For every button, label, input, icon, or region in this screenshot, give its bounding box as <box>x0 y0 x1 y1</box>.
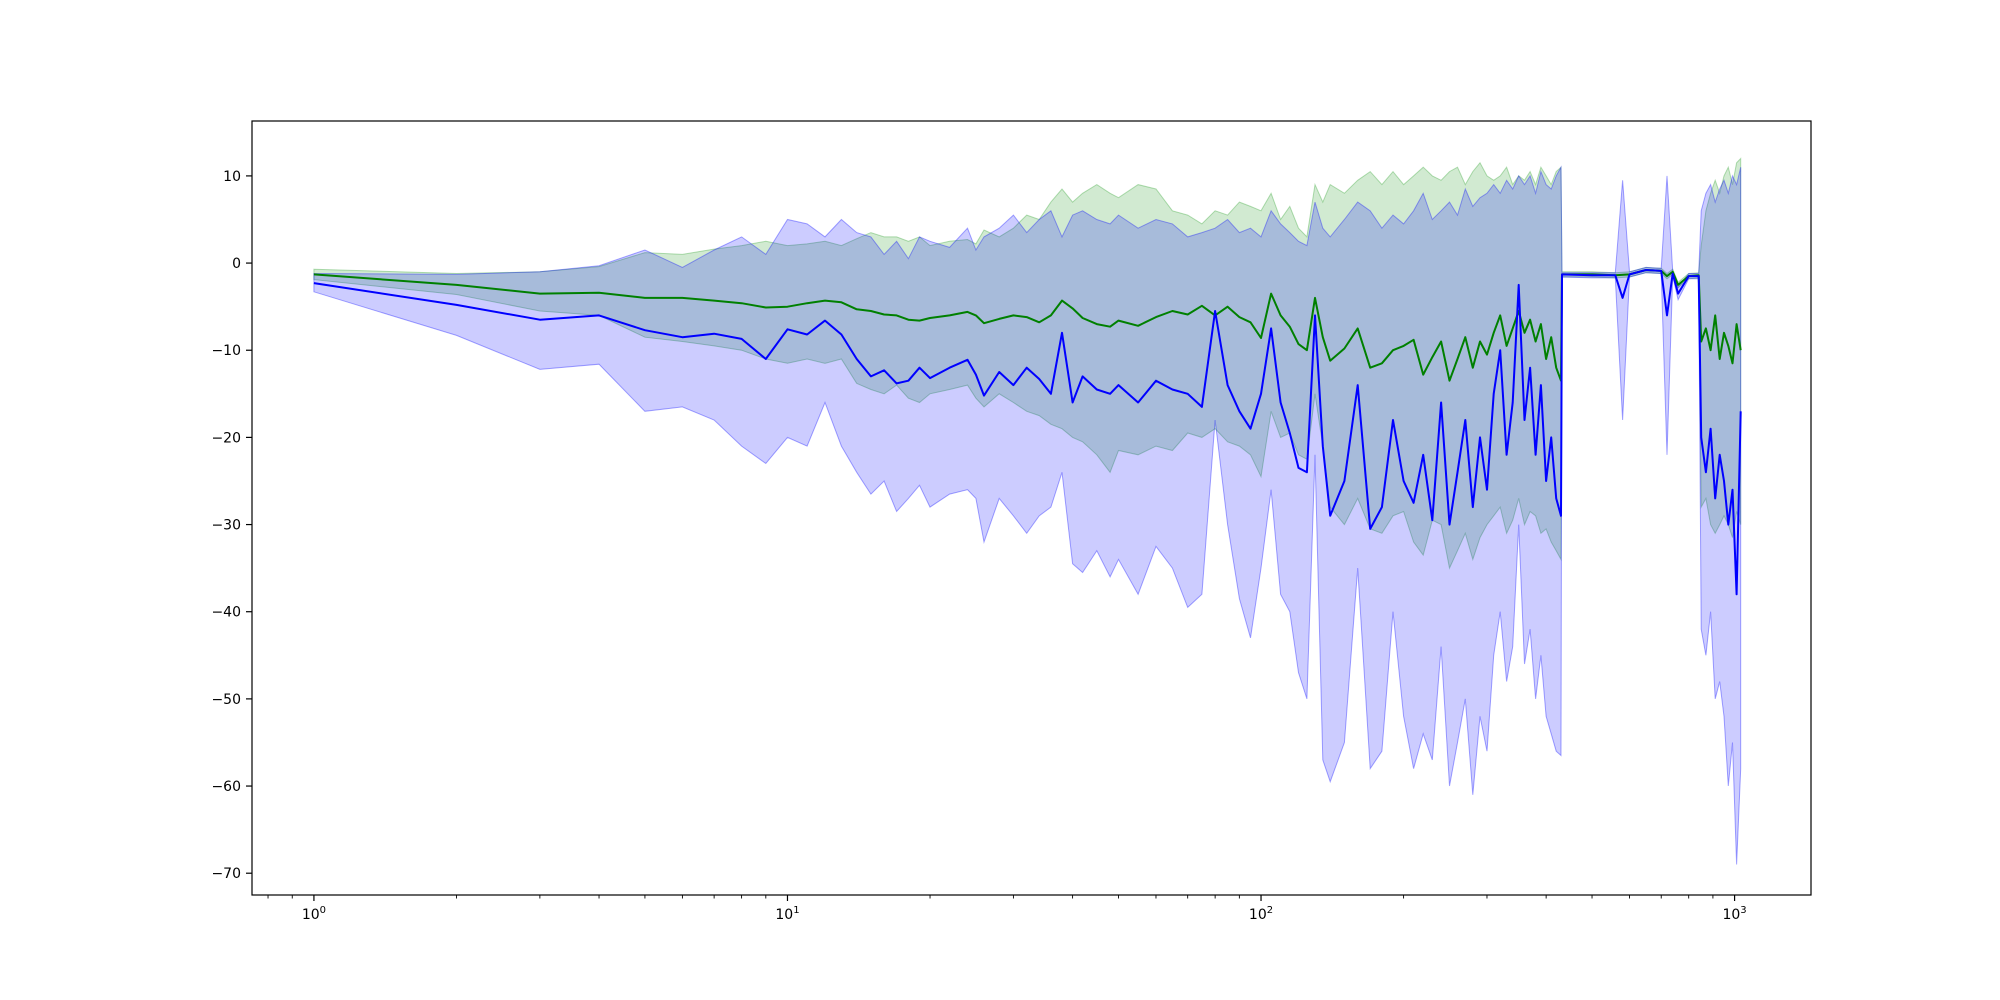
y-axis: 10 0 −10 −20 −30 −40 −50 −60 −70 <box>211 169 252 882</box>
plot-area-frame <box>251 120 1812 896</box>
y-tick-label: −70 <box>211 866 241 882</box>
series-2-band <box>313 165 1742 865</box>
y-tick-label: −40 <box>211 605 241 621</box>
y-tick-label: 0 <box>232 256 241 272</box>
y-tick-label: −60 <box>211 779 241 795</box>
series-lines <box>313 269 1742 596</box>
confidence-bands <box>313 157 1742 865</box>
y-tick-label: −20 <box>211 430 241 446</box>
y-tick-label: −10 <box>211 343 241 359</box>
series-2-line <box>313 269 1742 596</box>
y-tick-label: 10 <box>223 169 241 185</box>
y-tick-label: −50 <box>211 692 241 708</box>
y-tick-label: −30 <box>211 518 241 534</box>
series-1-band <box>313 157 1742 570</box>
